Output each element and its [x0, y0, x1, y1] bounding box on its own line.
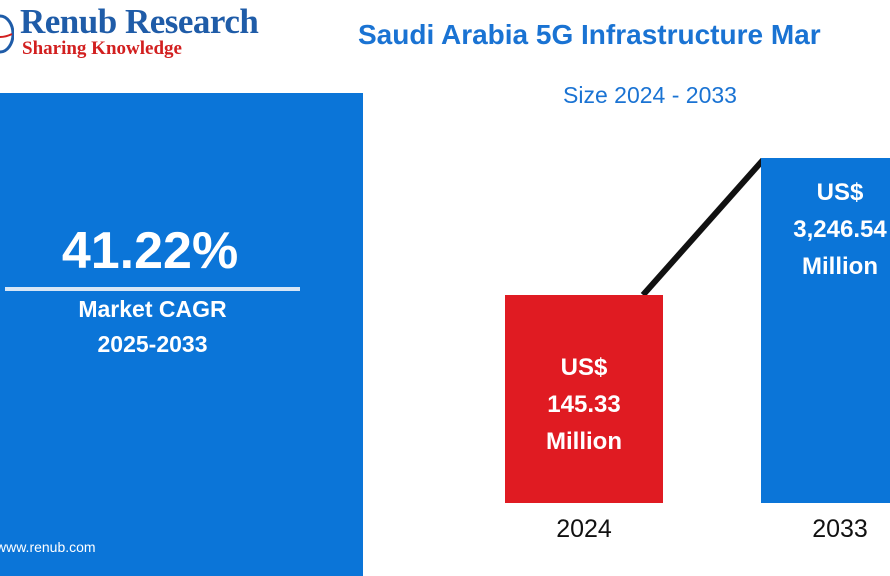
brand-logo: Renub Research Sharing Knowledge [0, 0, 290, 70]
x-tick-label: 2024 [556, 515, 612, 543]
bar-data-label: US$ [817, 179, 864, 206]
market-size-chart: US$ 145.33 Million 2024 US$ 3,246.54 Million 20… [505, 158, 890, 543]
globe-icon [0, 14, 14, 54]
page-title: Saudi Arabia 5G Infrastructure Mar [358, 19, 821, 50]
page-subtitle: Size 2024 - 2033 [563, 82, 737, 108]
bar-data-label: 145.33 [547, 391, 620, 418]
bar-data-label: Million [546, 428, 622, 455]
brand-name: Renub Research [20, 2, 259, 41]
website-link[interactable]: www.renub.com [0, 539, 96, 555]
cagr-value: 41.22% [61, 222, 239, 280]
bar-data-label: Million [802, 253, 878, 280]
bar-data-label: US$ [561, 354, 608, 381]
cagr-divider [5, 287, 300, 291]
bar-data-label: 3,246.54 [793, 216, 887, 243]
cagr-period: 2025-2033 [97, 331, 208, 357]
x-tick-label: 2033 [812, 515, 868, 543]
brand-tagline: Sharing Knowledge [22, 38, 182, 59]
cagr-label: Market CAGR [78, 296, 227, 322]
bar-2033 [761, 158, 890, 503]
bar-2024 [505, 295, 663, 503]
trend-line [640, 158, 766, 297]
cagr-panel: 41.22% Market CAGR 2025-2033 www.renub.c… [0, 93, 363, 576]
